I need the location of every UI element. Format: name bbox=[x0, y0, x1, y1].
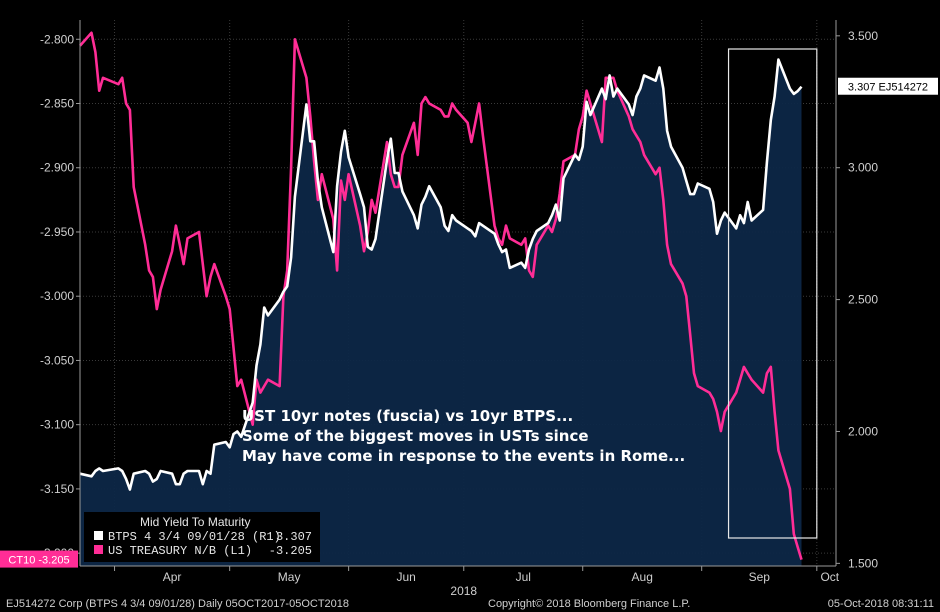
right-axis-ticks: 3.500 3.000 2.500 2.000 1.500 bbox=[836, 29, 878, 570]
highlight-box bbox=[727, 48, 818, 539]
btps-line bbox=[79, 58, 803, 491]
x-axis-ticks: Apr May Jun Jul Aug Sep Oct 2018 bbox=[114, 566, 840, 598]
legend-swatch-btps bbox=[94, 531, 103, 540]
left-value-tag-bg bbox=[0, 550, 78, 568]
area-layer bbox=[80, 59, 802, 566]
legend-value-ust: -3.205 bbox=[269, 544, 312, 558]
left-tick-label: -3.000 bbox=[40, 289, 74, 303]
x-tick-label: Apr bbox=[163, 570, 182, 584]
btps-area bbox=[80, 59, 802, 566]
right-value-tag-bg bbox=[838, 77, 938, 95]
x-tick-label: Oct bbox=[820, 570, 839, 584]
x-tick-label: Sep bbox=[749, 570, 771, 584]
left-tick-label: -2.850 bbox=[40, 97, 74, 111]
annotation-line-1: UST 10yr notes (fuscia) vs 10yr BTPS... bbox=[242, 407, 573, 425]
x-tick-label: Jun bbox=[397, 570, 416, 584]
ust-line bbox=[79, 31, 803, 560]
x-tick-label: Jul bbox=[516, 570, 531, 584]
lines-layer bbox=[79, 31, 803, 560]
right-tick-label: 1.500 bbox=[848, 556, 878, 570]
right-tick-label: 2.500 bbox=[848, 293, 878, 307]
x-year-label: 2018 bbox=[450, 584, 477, 598]
left-tick-label: -3.150 bbox=[40, 482, 74, 496]
left-tick-label: -2.800 bbox=[40, 32, 74, 46]
left-tick-label: -3.100 bbox=[40, 418, 74, 432]
legend-label-ust: US TREASURY N/B (L1) bbox=[108, 544, 252, 558]
annotation-line-2: Some of the biggest moves in USTs since bbox=[242, 427, 589, 445]
left-tick-label: -2.950 bbox=[40, 225, 74, 239]
x-tick-label: May bbox=[278, 570, 301, 584]
right-tick-label: 3.500 bbox=[848, 29, 878, 43]
legend-background bbox=[84, 512, 320, 562]
annotation-line-3: May have come in response to the events … bbox=[242, 447, 685, 465]
right-tick-label: 3.000 bbox=[848, 161, 878, 175]
footer-left: EJ514272 Corp (BTPS 4 3/4 09/01/28) Dail… bbox=[6, 598, 349, 610]
right-value-tag: 3.307 EJ514272 bbox=[838, 77, 938, 95]
left-value-tag: CT10 -3.205 bbox=[0, 550, 78, 568]
legend: Mid Yield To Maturity BTPS 4 3/4 09/01/2… bbox=[84, 512, 320, 562]
legend-swatch-ust bbox=[94, 545, 103, 554]
x-tick-label: Aug bbox=[632, 570, 653, 584]
legend-label-btps: BTPS 4 3/4 09/01/28 (R1) bbox=[108, 530, 281, 544]
legend-value-btps: 3.307 bbox=[276, 530, 312, 544]
legend-title: Mid Yield To Maturity bbox=[140, 515, 251, 529]
footer-right: 05-Oct-2018 08:31:11 bbox=[828, 598, 934, 610]
right-tick-label: 2.000 bbox=[848, 424, 878, 438]
footer-center: Copyright© 2018 Bloomberg Finance L.P. bbox=[488, 598, 690, 610]
left-tick-label: -3.050 bbox=[40, 353, 74, 367]
left-value-tag-text: CT10 -3.205 bbox=[8, 555, 69, 567]
left-tick-label: -2.900 bbox=[40, 161, 74, 175]
annotation: UST 10yr notes (fuscia) vs 10yr BTPS... … bbox=[242, 407, 685, 465]
right-value-tag-text: 3.307 EJ514272 bbox=[848, 82, 928, 94]
